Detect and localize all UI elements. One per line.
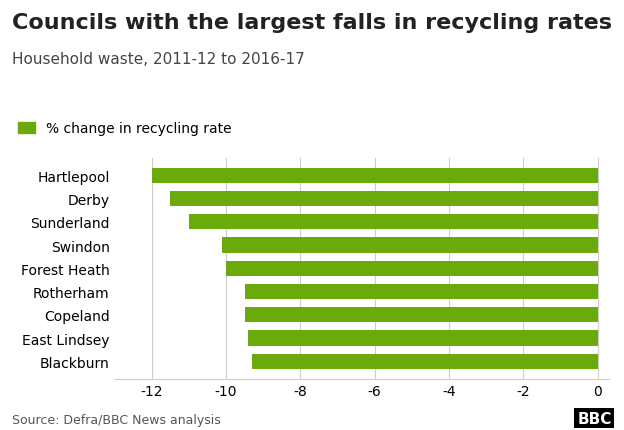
Text: Councils with the largest falls in recycling rates: Councils with the largest falls in recyc… — [12, 13, 613, 33]
Text: BBC: BBC — [577, 411, 612, 426]
Bar — [248, 331, 598, 346]
Bar — [226, 261, 598, 276]
Bar — [152, 168, 598, 183]
Bar — [245, 284, 598, 299]
Bar — [252, 354, 598, 369]
Bar — [189, 215, 598, 230]
Bar — [222, 238, 598, 253]
Bar — [170, 191, 598, 206]
Text: Household waste, 2011-12 to 2016-17: Household waste, 2011-12 to 2016-17 — [12, 52, 305, 67]
Bar — [245, 307, 598, 322]
Text: Source: Defra/BBC News analysis: Source: Defra/BBC News analysis — [12, 413, 222, 426]
Legend: % change in recycling rate: % change in recycling rate — [12, 117, 237, 142]
